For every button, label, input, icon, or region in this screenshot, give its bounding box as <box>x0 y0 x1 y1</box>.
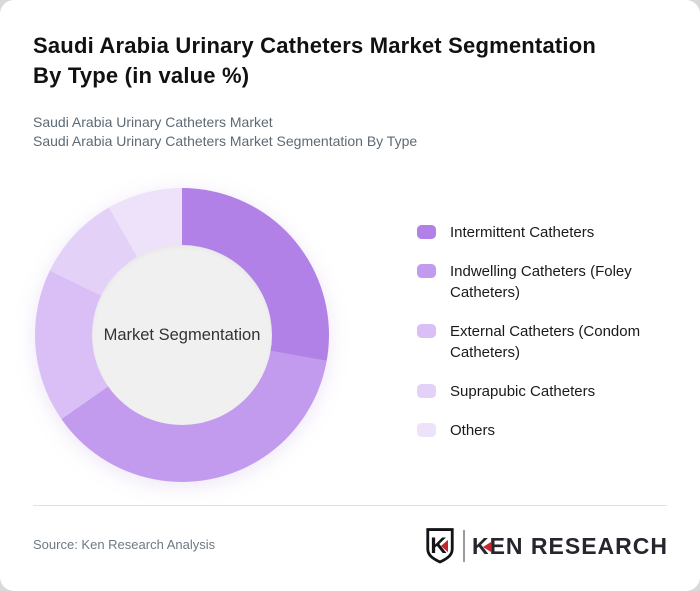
legend-item: External Catheters (Condom Catheters) <box>417 321 657 363</box>
chart-subtitle-line-2: Saudi Arabia Urinary Catheters Market Se… <box>33 133 418 149</box>
chart-title: Saudi Arabia Urinary Catheters Market Se… <box>33 31 693 91</box>
shield-outline <box>426 528 454 564</box>
logo-shield-monogram: K <box>430 533 447 558</box>
legend-swatch <box>417 384 436 398</box>
chart-title-line-2: By Type (in value %) <box>33 63 250 88</box>
legend-item: Suprapubic Catheters <box>417 381 657 402</box>
donut-center: Market Segmentation <box>92 245 272 425</box>
donut-center-label: Market Segmentation <box>103 325 261 344</box>
legend-label: Intermittent Catheters <box>450 224 595 241</box>
legend-item: Intermittent Catheters <box>417 222 657 243</box>
chart-subtitle: Saudi Arabia Urinary Catheters Market Sa… <box>33 113 673 151</box>
chart-legend: Intermittent Catheters Indwelling Cathete… <box>417 222 657 459</box>
source-text: Source: Ken Research Analysis <box>33 537 216 552</box>
legend-label: External Catheters (Condom Catheters) <box>450 323 641 361</box>
logo-brand-rest: EN RESEARCH <box>489 532 668 559</box>
legend-label: Others <box>450 422 496 439</box>
ken-research-logo: K KEN RESEARCH <box>424 527 668 565</box>
donut-chart: Market Segmentation <box>35 188 329 482</box>
logo-separator <box>462 530 465 562</box>
legend-label: Suprapubic Catheters <box>450 383 596 400</box>
logo-brand-text: KEN RESEARCH <box>472 533 668 560</box>
legend-item: Indwelling Catheters (Foley Catheters) <box>417 261 657 303</box>
legend-item: Others <box>417 420 657 441</box>
legend-swatch <box>417 225 436 239</box>
chart-subtitle-line-1: Saudi Arabia Urinary Catheters Market <box>33 114 273 130</box>
footer-divider <box>33 505 667 506</box>
chart-title-line-1: Saudi Arabia Urinary Catheters Market Se… <box>33 33 597 58</box>
logo-red-arrow-icon <box>440 539 448 553</box>
legend-swatch <box>417 264 436 278</box>
logo-brand-k: K <box>471 532 490 559</box>
legend-swatch <box>417 324 436 338</box>
legend-label: Indwelling Catheters (Foley Catheters) <box>450 263 632 301</box>
logo-shield-icon: K <box>426 528 454 564</box>
legend-swatch <box>417 423 436 437</box>
